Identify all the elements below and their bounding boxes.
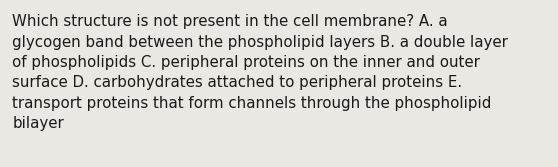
Text: Which structure is not present in the cell membrane? A. a
glycogen band between : Which structure is not present in the ce…	[12, 14, 508, 131]
